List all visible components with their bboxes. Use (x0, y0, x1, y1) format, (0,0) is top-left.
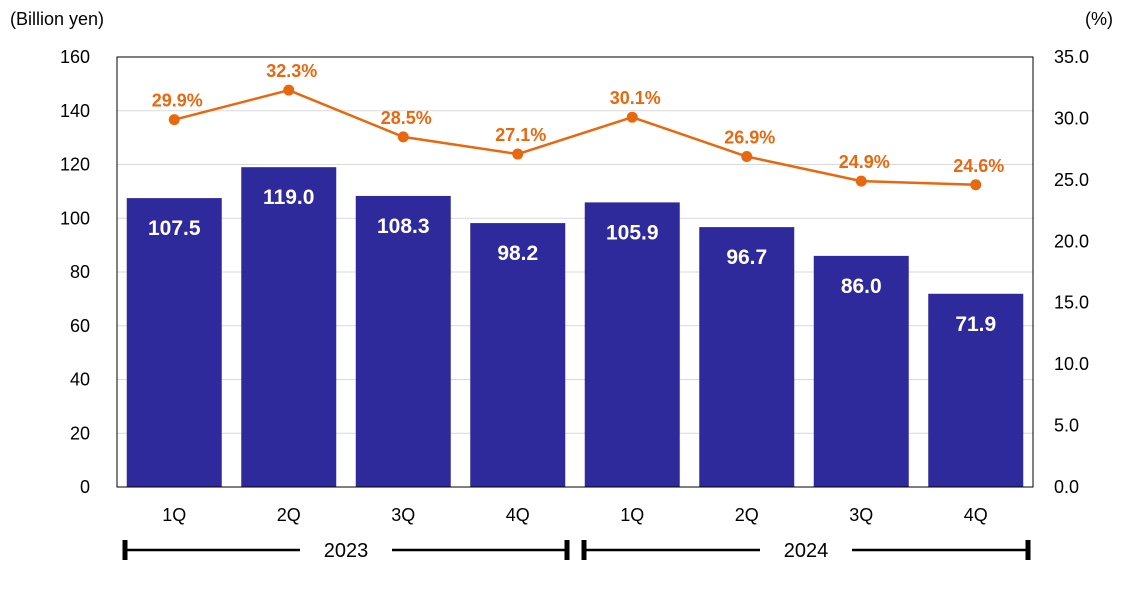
plot-frame (116, 56, 1034, 488)
bar-value-label: 108.3 (377, 215, 430, 238)
left-tick-label: 20 (70, 423, 90, 443)
line-point (970, 179, 982, 191)
left-tick-label: 160 (60, 47, 90, 67)
line-value-label: 27.1% (495, 125, 546, 145)
line-point (741, 151, 753, 163)
category-label: 2Q (277, 505, 301, 525)
left-axis-unit: (Billion yen) (10, 9, 104, 29)
bar-value-label: 119.0 (263, 186, 314, 209)
bar-value-label: 96.7 (726, 246, 767, 269)
bar-value-label: 107.5 (148, 217, 201, 240)
line-point (168, 114, 180, 126)
left-tick-label: 40 (70, 370, 90, 390)
left-tick-label: 0 (80, 477, 90, 497)
line-value-label: 26.9% (724, 128, 775, 148)
category-label: 4Q (964, 505, 988, 525)
bar (584, 202, 680, 488)
right-tick-label: 15.0 (1054, 293, 1089, 313)
line-series: 29.9% 32.3% 28.5% 27.1% 30.1% 26.9% 24.9% 24.6% (152, 61, 1004, 191)
right-tick-label: 0.0 (1054, 477, 1079, 497)
bar-value-label: 71.9 (955, 313, 996, 336)
category-label: 3Q (391, 505, 415, 525)
bar (699, 227, 795, 487)
line-value-label: 24.9% (839, 152, 890, 172)
right-tick-label: 25.0 (1054, 170, 1089, 190)
right-tick-label: 10.0 (1054, 354, 1089, 374)
left-tick-label: 60 (70, 316, 90, 336)
left-axis-ticks: 0 20 40 60 80 100 120 140 160 (60, 47, 90, 497)
left-tick-label: 120 (60, 155, 90, 175)
line-point (512, 148, 524, 160)
category-label: 4Q (506, 505, 530, 525)
bar-value-label: 105.9 (606, 221, 659, 244)
right-tick-label: 30.0 (1054, 108, 1089, 128)
line-value-label: 30.1% (610, 88, 661, 108)
bar-value-label: 98.2 (497, 242, 538, 265)
right-tick-label: 35.0 (1054, 47, 1089, 67)
line-point (397, 131, 409, 143)
category-label: 1Q (620, 505, 644, 525)
bar (241, 167, 337, 487)
line-value-label: 32.3% (266, 61, 317, 81)
category-label: 2Q (735, 505, 759, 525)
left-tick-label: 80 (70, 262, 90, 282)
axes (116, 56, 1034, 488)
year-label: 2024 (784, 540, 829, 562)
year-groups: 2023 2024 (122, 540, 1031, 562)
bar-series: 107.5 119.0 108.3 98.2 105.9 96.7 86.0 71.9 (126, 167, 1024, 488)
bar-value-label: 86.0 (841, 275, 882, 298)
line-path (173, 88, 976, 187)
right-tick-label: 20.0 (1054, 231, 1089, 251)
line-value-label: 24.6% (953, 156, 1004, 176)
right-axis-unit: (%) (1085, 9, 1113, 29)
line-point (855, 175, 867, 187)
line-value-label: 28.5% (381, 108, 432, 128)
right-tick-label: 5.0 (1054, 416, 1079, 436)
bar (813, 255, 909, 487)
left-tick-label: 140 (60, 101, 90, 121)
category-label: 3Q (849, 505, 873, 525)
line-point (283, 84, 295, 96)
bar (355, 195, 451, 487)
left-tick-label: 100 (60, 208, 90, 228)
right-axis-ticks: 0.0 5.0 10.0 15.0 20.0 25.0 30.0 35.0 (1054, 47, 1089, 497)
category-label: 1Q (162, 505, 186, 525)
line-point (626, 111, 638, 123)
line-value-label: 29.9% (152, 91, 203, 111)
bar (126, 198, 222, 487)
category-labels: 1Q 2Q 3Q 4Q 1Q 2Q 3Q 4Q (162, 505, 988, 525)
bar (470, 223, 566, 487)
bar (928, 293, 1024, 487)
year-label: 2023 (324, 540, 369, 562)
